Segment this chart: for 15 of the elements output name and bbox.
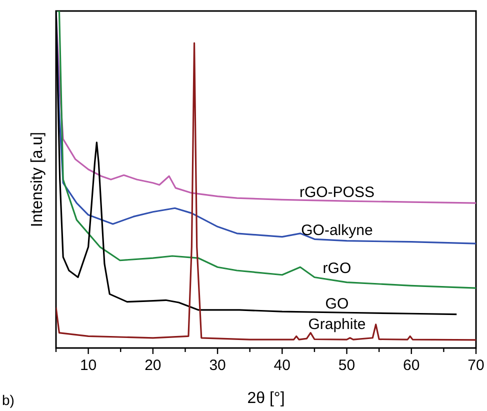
x-tick-label: 60 xyxy=(403,357,420,374)
series-label: GO xyxy=(325,296,349,313)
x-tick-label: 70 xyxy=(468,357,484,374)
series-label: GO-alkyne xyxy=(301,222,373,240)
series-label: rGO-POSS xyxy=(299,184,374,202)
series-label: Graphite xyxy=(308,316,366,333)
x-tick-label: 40 xyxy=(274,357,290,374)
x-tick-label: 50 xyxy=(338,357,356,374)
x-tick-label: 20 xyxy=(144,357,162,374)
y-axis-title: Intensity [a.u] xyxy=(29,132,46,228)
x-tick-label: 10 xyxy=(80,357,97,374)
text: b) xyxy=(2,392,14,408)
x-tick-label: 30 xyxy=(209,357,226,374)
series-label: rGO xyxy=(322,260,352,278)
x-axis-title: 2θ [°] xyxy=(247,390,285,407)
